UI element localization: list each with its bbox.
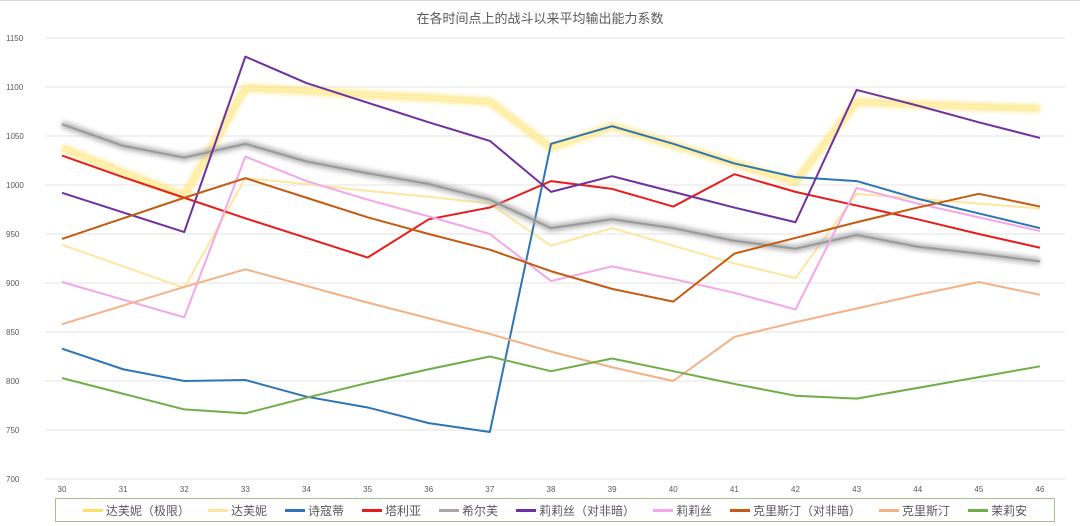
series-line-5 (61, 55, 1041, 234)
x-tick-label: 45 (974, 485, 983, 494)
y-tick-label: 700 (6, 475, 20, 484)
legend-item: 克里斯汀 (879, 502, 950, 519)
x-tick-label: 36 (424, 485, 433, 494)
series-line-1 (61, 177, 1041, 289)
x-tick-label: 35 (363, 485, 372, 494)
y-tick-label: 1150 (6, 34, 24, 43)
legend-label: 希尔芙 (461, 503, 498, 518)
legend-item: 莉莉丝（对非暗） (516, 502, 635, 519)
legend-swatch (653, 508, 674, 512)
legend: 达芙妮（极限） 达芙妮 诗寇蒂 塔利亚 希尔芙 莉莉丝（对非暗） 莉莉丝 克里斯汀（对非暗） 克… (55, 498, 1055, 522)
series-line-2 (61, 125, 1041, 433)
x-tick-label: 30 (58, 485, 67, 494)
legend-label: 克里斯汀（对非暗） (753, 503, 862, 518)
y-tick-label: 1000 (6, 181, 24, 190)
x-tick-label: 32 (180, 485, 189, 494)
x-tick-label: 31 (119, 485, 128, 494)
x-tick-label: 39 (608, 485, 617, 494)
chart-title: 在各时间点上的战斗以来平均输出能力系数 (416, 12, 664, 27)
legend-item: 莉莉丝 (653, 502, 712, 519)
legend-label: 达芙妮 (230, 503, 267, 518)
legend-label: 克里斯汀 (902, 503, 951, 518)
series-line-0 (61, 86, 1041, 197)
legend-item: 克里斯汀（对非暗） (730, 502, 861, 519)
legend-label: 达芙妮（极限） (105, 503, 190, 518)
y-tick-label: 850 (6, 328, 20, 337)
series-line-4 (61, 123, 1041, 263)
x-tick-label: 38 (547, 485, 556, 494)
legend-item: 茉莉安 (968, 502, 1027, 519)
legend-item: 塔利亚 (361, 502, 421, 519)
y-tick-label: 1050 (6, 132, 24, 141)
legend-label: 莉莉丝（对非暗） (539, 503, 636, 518)
x-tick-label: 44 (913, 485, 922, 494)
x-tick-label: 33 (241, 485, 250, 494)
legend-swatch (361, 508, 382, 512)
x-tick-label: 40 (669, 485, 678, 494)
legend-swatch (516, 508, 536, 512)
series-line-7 (61, 177, 1041, 303)
y-tick-label: 750 (6, 426, 20, 435)
x-tick-label: 43 (852, 485, 861, 494)
legend-swatch (879, 508, 900, 512)
legend-label: 茉莉安 (991, 503, 1028, 518)
legend-item: 达芙妮（极限） (82, 502, 190, 519)
x-tick-label: 46 (1036, 485, 1045, 494)
y-tick-label: 950 (6, 230, 20, 239)
legend-label: 莉莉丝 (676, 503, 713, 518)
legend-swatch (968, 508, 989, 512)
legend-item: 希尔芙 (438, 502, 498, 519)
y-tick-label: 1100 (6, 83, 24, 92)
legend-item: 达芙妮 (207, 502, 267, 519)
x-tick-label: 34 (302, 485, 311, 494)
x-tick-label: 37 (485, 485, 494, 494)
y-tick-label: 800 (6, 377, 20, 386)
legend-item: 诗寇蒂 (284, 502, 344, 519)
series-line-6 (61, 155, 1041, 319)
legend-swatch (438, 508, 459, 512)
legend-swatch (284, 508, 305, 512)
x-tick-label: 41 (730, 485, 739, 494)
legend-swatch (207, 508, 228, 512)
legend-swatch (82, 508, 103, 512)
series-line-9 (61, 355, 1041, 415)
legend-label: 塔利亚 (384, 503, 421, 518)
legend-label: 诗寇蒂 (307, 503, 344, 518)
series-line-8 (61, 268, 1041, 382)
legend-swatch (730, 508, 751, 512)
x-tick-label: 42 (791, 485, 800, 494)
y-tick-label: 900 (6, 279, 20, 288)
